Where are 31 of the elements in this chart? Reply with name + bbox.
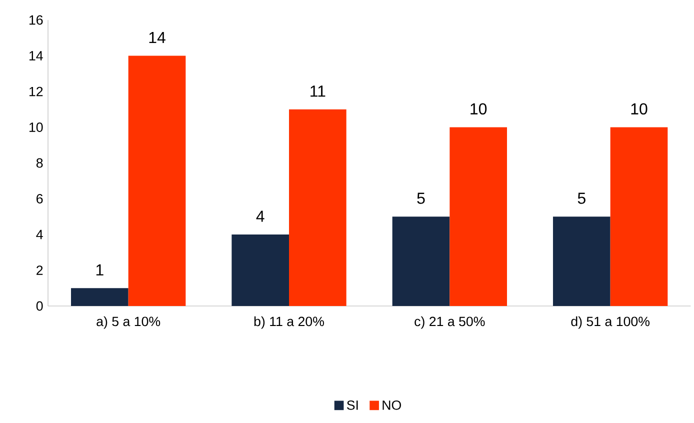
y-tick-label: 6 [36,194,43,204]
data-label: 1 [96,264,104,276]
y-tick-label: 0 [36,301,43,311]
bar [610,127,668,306]
y-tick-label: 12 [29,86,43,96]
y-tick-label: 8 [36,158,43,168]
data-label: 14 [149,32,166,44]
y-tick-label: 4 [36,230,43,240]
y-tick-label: 2 [36,266,43,275]
data-label: 10 [631,103,648,115]
bar [289,109,346,306]
legend-label: NO [382,400,401,410]
x-tick-label: b) 11 a 20% [254,316,324,329]
x-tick-label: c) 21 a 50% [414,316,485,329]
legend-label: SI [346,400,358,410]
x-tick-label: a) 5 a 10% [96,316,160,329]
data-label: 10 [470,103,487,115]
data-label: 4 [256,210,264,222]
bar [232,234,289,306]
bar [450,127,507,306]
y-tick-label: 10 [29,122,43,132]
y-tick-label: 16 [29,15,43,25]
data-label: 11 [310,86,326,97]
bar [71,288,128,306]
x-tick-label: d) 51 a 100% [571,316,650,329]
y-tick-label: 14 [29,51,43,60]
data-label: 5 [417,192,425,204]
bar [392,216,450,306]
data-label: 5 [578,192,586,204]
bar [128,56,186,306]
bar [552,216,610,306]
